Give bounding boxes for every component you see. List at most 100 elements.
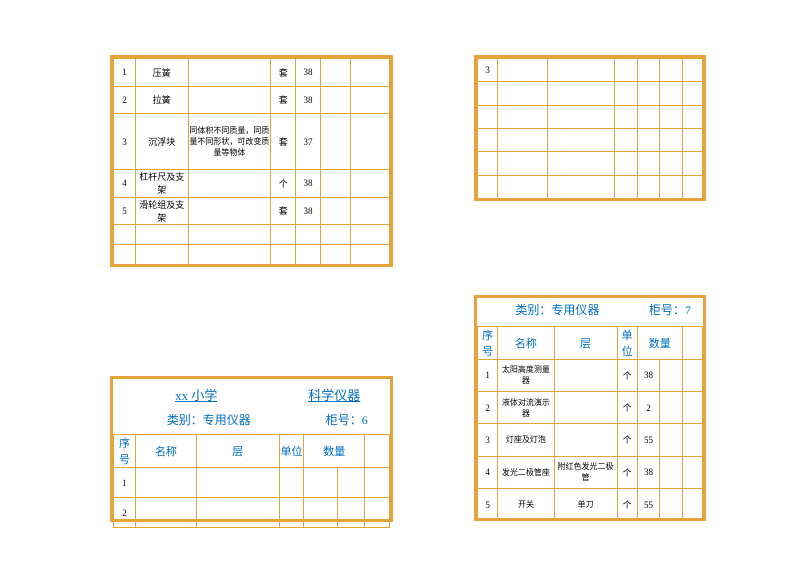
cell — [660, 128, 683, 151]
school-title: xx 小学 — [114, 379, 280, 409]
cell — [498, 128, 548, 151]
cell — [547, 59, 615, 82]
table-row — [478, 128, 703, 151]
unit-cell: 套 — [271, 197, 296, 225]
cell — [351, 225, 390, 245]
cell — [682, 152, 702, 175]
cell — [637, 152, 660, 175]
layer-cell — [554, 424, 617, 456]
cell — [320, 225, 350, 245]
unit-cell: 套 — [271, 114, 296, 170]
table-row: 1压簧套38 — [114, 59, 390, 87]
cell — [114, 225, 136, 245]
category-label: 类别：专用仪器 — [114, 409, 304, 435]
col-unit: 单位 — [279, 435, 304, 468]
cell — [637, 59, 660, 82]
cell — [188, 225, 271, 245]
cell — [351, 59, 390, 87]
cell — [136, 245, 188, 265]
cell — [320, 197, 350, 225]
cell — [660, 391, 683, 423]
cell — [615, 152, 638, 175]
cell — [351, 170, 390, 198]
cell — [478, 175, 498, 198]
header-row: 序号名称层单位数量 — [478, 326, 703, 359]
layer-cell: 单刀 — [554, 489, 617, 521]
seq-cell: 3 — [478, 59, 498, 82]
col-name: 名称 — [498, 326, 554, 359]
unit-cell: 个 — [617, 489, 637, 521]
cell — [351, 86, 390, 114]
cell — [196, 468, 279, 498]
qty-cell: 38 — [296, 170, 321, 198]
table-row: 2 — [114, 498, 390, 528]
cell — [682, 424, 702, 456]
cell — [682, 359, 702, 391]
qty-cell: 38 — [296, 59, 321, 87]
category-label: 类别：专用仪器 — [478, 298, 638, 326]
cell — [547, 152, 615, 175]
cell — [271, 225, 296, 245]
table-row: 5滑轮组及支架套38 — [114, 197, 390, 225]
cell — [296, 245, 321, 265]
equipment-table-4: 类别：专用仪器柜号：7序号名称层单位数量1太阳高度测量器个382液体对流演示器个… — [474, 295, 706, 521]
qty-cell: 55 — [637, 424, 660, 456]
cell — [271, 245, 296, 265]
table-row: 2拉簧套38 — [114, 86, 390, 114]
name-cell: 压簧 — [136, 59, 188, 87]
cell — [547, 105, 615, 128]
cell — [660, 105, 683, 128]
cell — [660, 489, 683, 521]
cell — [498, 152, 548, 175]
cell — [660, 59, 683, 82]
cell — [547, 128, 615, 151]
equipment-table-1: 1压簧套382拉簧套383沉浮块同体积不同质量，同质量不同形状，可改变质量等物体… — [110, 55, 393, 267]
name-cell: 发光二极管座 — [498, 456, 554, 488]
cell — [682, 489, 702, 521]
cell — [136, 468, 197, 498]
col-unit: 单位 — [617, 326, 637, 359]
col-name: 名称 — [136, 435, 197, 468]
seq-cell: 3 — [478, 424, 498, 456]
layer-cell — [188, 86, 271, 114]
layer-cell — [554, 391, 617, 423]
qty-cell: 2 — [637, 391, 660, 423]
cell — [547, 82, 615, 105]
seq-cell: 2 — [114, 86, 136, 114]
seq-cell: 1 — [478, 359, 498, 391]
table-row — [114, 245, 390, 265]
cell — [660, 456, 683, 488]
table-row — [478, 105, 703, 128]
cell — [682, 82, 702, 105]
qty-cell: 38 — [296, 86, 321, 114]
cell — [304, 468, 337, 498]
cell — [351, 197, 390, 225]
cell — [498, 175, 548, 198]
cell — [304, 498, 337, 528]
seq-cell: 5 — [478, 489, 498, 521]
cell — [320, 59, 350, 87]
col-seq: 序号 — [114, 435, 136, 468]
table-row: 3沉浮块同体积不同质量，同质量不同形状，可改变质量等物体套37 — [114, 114, 390, 170]
seq-cell: 1 — [114, 468, 136, 498]
seq-cell: 1 — [114, 59, 136, 87]
seq-cell: 4 — [114, 170, 136, 198]
unit-cell: 个 — [617, 424, 637, 456]
qty-cell: 38 — [637, 359, 660, 391]
cell — [637, 175, 660, 198]
equipment-table-3: xx 小学科学仪器类别：专用仪器柜号：6序号名称层单位数量12 — [110, 376, 393, 522]
name-cell: 开关 — [498, 489, 554, 521]
col-qty: 数量 — [304, 435, 365, 468]
name-cell: 液体对流演示器 — [498, 391, 554, 423]
cell — [660, 424, 683, 456]
cell — [498, 59, 548, 82]
cell — [660, 152, 683, 175]
cell — [320, 114, 350, 170]
cell — [660, 82, 683, 105]
cell — [498, 82, 548, 105]
table-row: 1 — [114, 468, 390, 498]
page-title: 科学仪器 — [279, 379, 389, 409]
layer-cell: 同体积不同质量，同质量不同形状，可改变质量等物体 — [188, 114, 271, 170]
name-cell: 拉簧 — [136, 86, 188, 114]
table-row: 2液体对流演示器个2 — [478, 391, 703, 423]
